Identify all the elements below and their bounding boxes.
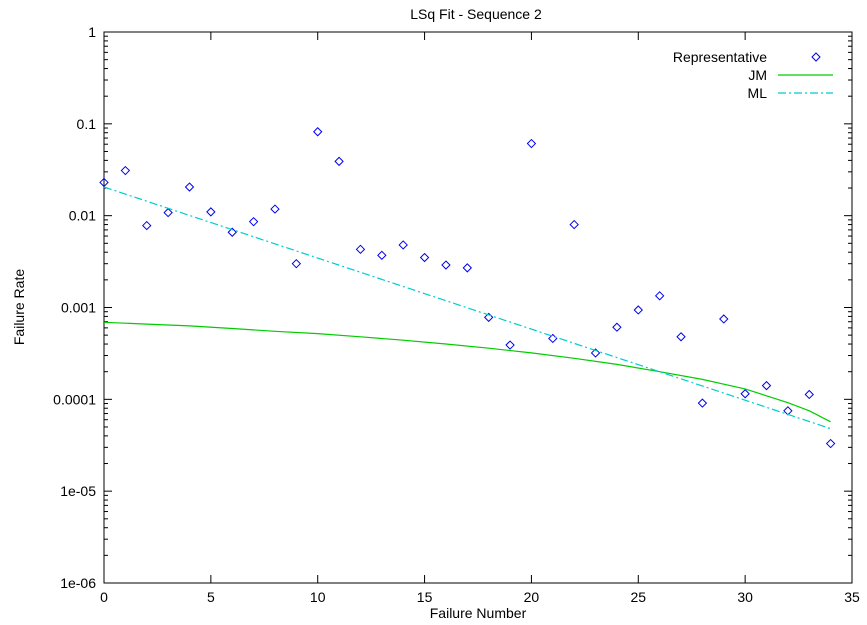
- data-point-representative: [206, 207, 216, 217]
- data-point-representative: [184, 182, 195, 192]
- series-line-jm: [103, 321, 831, 423]
- data-point-representative: [804, 389, 814, 400]
- x-tick-label: 35: [844, 589, 860, 605]
- data-point-representative: [505, 340, 515, 350]
- y-axis-label: Failure Rate: [11, 269, 27, 345]
- data-point-representative: [612, 322, 622, 332]
- chart-title: LSq Fit - Sequence 2: [410, 6, 542, 22]
- x-tick-label: 0: [100, 589, 108, 605]
- data-point-representative: [740, 389, 750, 399]
- data-point-representative: [441, 260, 451, 270]
- x-tick-label: 5: [207, 589, 215, 605]
- plot-area: [99, 127, 836, 449]
- data-point-representative: [419, 252, 430, 263]
- data-point-representative: [355, 244, 366, 255]
- data-point-representative: [825, 438, 836, 449]
- y-tick-label: 1: [88, 24, 96, 40]
- legend: Representative JM ML: [673, 49, 833, 101]
- x-tick-label: 30: [737, 589, 753, 605]
- data-point-representative: [654, 291, 665, 301]
- data-point-representative: [313, 127, 323, 137]
- plot-frame: [103, 31, 853, 584]
- y-tick-label: 0.1: [77, 116, 97, 132]
- data-point-representative: [377, 250, 387, 261]
- legend-swatch-representative: [811, 52, 821, 62]
- x-axis-label: Failure Number: [430, 605, 527, 621]
- axes: 0 5 10 15 20 25 30 35 1e-06 1e-05 0.0001 0.001 0.01 0…: [53, 24, 860, 605]
- data-point-representative: [697, 398, 708, 408]
- data-point-representative: [142, 220, 152, 231]
- data-point-representative: [227, 227, 237, 237]
- data-point-representative: [334, 156, 344, 167]
- data-point-representative: [526, 138, 537, 149]
- data-point-representative: [633, 305, 643, 315]
- legend-label-jm: JM: [748, 67, 767, 83]
- data-point-representative: [270, 204, 280, 214]
- data-point-representative: [783, 406, 793, 416]
- data-point-representative: [676, 332, 686, 342]
- data-point-representative: [120, 165, 131, 176]
- y-tick-label: 1e-06: [60, 575, 96, 591]
- y-tick-label: 0.001: [61, 300, 96, 316]
- x-tick-label: 15: [417, 589, 433, 605]
- data-point-representative: [719, 314, 729, 324]
- data-point-representative: [569, 219, 579, 230]
- data-point-representative: [99, 177, 109, 188]
- data-point-representative: [483, 312, 494, 323]
- data-point-representative: [291, 258, 302, 269]
- y-tick-label: 0.0001: [53, 391, 96, 407]
- y-tick-label: 1e-05: [60, 483, 96, 499]
- series-line-ml: [103, 186, 831, 430]
- y-tick-label: 0.01: [69, 208, 96, 224]
- data-point-representative: [761, 380, 772, 391]
- data-point-representative: [462, 263, 473, 273]
- x-tick-label: 20: [524, 589, 540, 605]
- data-point-representative: [590, 348, 601, 358]
- data-point-representative: [163, 207, 173, 218]
- legend-label-representative: Representative: [673, 49, 767, 65]
- legend-label-ml: ML: [748, 85, 768, 101]
- x-tick-label: 10: [310, 589, 326, 605]
- x-tick-label: 25: [630, 589, 646, 605]
- data-point-representative: [248, 216, 259, 227]
- data-point-representative: [398, 240, 408, 250]
